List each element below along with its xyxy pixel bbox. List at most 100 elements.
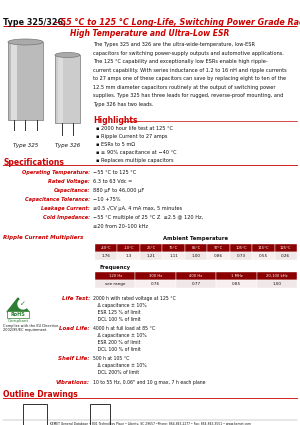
Bar: [274, 252, 297, 260]
Text: ESR 200 % of limit: ESR 200 % of limit: [93, 340, 140, 345]
Bar: [135, 280, 176, 288]
Text: Shelf Life:: Shelf Life:: [58, 356, 90, 361]
Text: 0.86: 0.86: [214, 254, 223, 258]
Text: 115°C: 115°C: [257, 246, 269, 250]
Text: KEMET General Database • 801 Technology Place • Liberty, SC 29657 •Phone: 864-84: KEMET General Database • 801 Technology …: [50, 422, 250, 425]
Bar: [256, 272, 297, 280]
Text: 0.26: 0.26: [281, 254, 290, 258]
Text: Outline Drawings: Outline Drawings: [3, 390, 78, 399]
Text: 400 Hz: 400 Hz: [189, 274, 203, 278]
Text: The Types 325 and 326 are the ultra-wide-temperature, low-ESR: The Types 325 and 326 are the ultra-wide…: [93, 42, 255, 47]
Text: 4000 h at full load at 85 °C: 4000 h at full load at 85 °C: [93, 326, 155, 331]
Text: Type 326: Type 326: [55, 142, 80, 147]
Text: ESR 125 % of limit: ESR 125 % of limit: [93, 310, 140, 315]
Text: 1.00: 1.00: [191, 254, 200, 258]
Text: Capacitance Tolerance:: Capacitance Tolerance:: [25, 197, 90, 202]
Text: RoHS: RoHS: [11, 312, 26, 317]
Text: 85°C: 85°C: [191, 246, 201, 250]
Text: 97°C: 97°C: [214, 246, 223, 250]
Text: 0.77: 0.77: [191, 282, 201, 286]
Text: Highlights: Highlights: [93, 116, 137, 125]
Text: 1.00: 1.00: [272, 282, 281, 286]
Text: 500 h at 105 °C: 500 h at 105 °C: [93, 356, 129, 361]
Bar: [95, 280, 135, 288]
Bar: [176, 280, 216, 288]
Text: Δ capacitance ± 10%: Δ capacitance ± 10%: [93, 303, 147, 308]
Bar: [185, 252, 207, 260]
Text: 125°C: 125°C: [280, 246, 292, 250]
Text: ≤20 from 20–100 kHz: ≤20 from 20–100 kHz: [93, 224, 148, 229]
Bar: [95, 252, 117, 260]
Text: 0.73: 0.73: [236, 254, 245, 258]
Text: Type 325/326,: Type 325/326,: [3, 17, 66, 26]
Text: 1 MHz: 1 MHz: [230, 274, 242, 278]
Circle shape: [18, 299, 28, 309]
Bar: [230, 252, 252, 260]
Text: Type 325: Type 325: [13, 142, 38, 147]
Text: ≤0.5 √CV μA, 4 mA max, 5 minutes: ≤0.5 √CV μA, 4 mA max, 5 minutes: [93, 206, 182, 211]
Bar: [230, 244, 252, 252]
Text: to 27 amps one of these capacitors can save by replacing eight to ten of the: to 27 amps one of these capacitors can s…: [93, 76, 286, 81]
Text: 300 Hz: 300 Hz: [149, 274, 162, 278]
Text: 20-100 kHz: 20-100 kHz: [266, 274, 288, 278]
Text: Type 326 has two leads.: Type 326 has two leads.: [93, 102, 153, 107]
Bar: [55, 55, 80, 123]
Text: 2002/95/EC requirement: 2002/95/EC requirement: [3, 328, 46, 332]
Text: ▪ Ripple Current to 27 amps: ▪ Ripple Current to 27 amps: [96, 134, 167, 139]
Bar: [140, 244, 162, 252]
Ellipse shape: [8, 39, 43, 45]
Bar: [95, 272, 135, 280]
Text: Cold Impedance:: Cold Impedance:: [43, 215, 90, 220]
Bar: [207, 252, 230, 260]
Bar: [207, 244, 230, 252]
Bar: [216, 280, 256, 288]
Text: 25°C: 25°C: [146, 246, 156, 250]
Text: Ambient Temperature: Ambient Temperature: [164, 236, 229, 241]
Text: Ripple Current Multipliers: Ripple Current Multipliers: [3, 235, 83, 240]
Bar: [162, 244, 185, 252]
Text: 120 Hz: 120 Hz: [109, 274, 122, 278]
Text: ▪ Replaces multiple capacitors: ▪ Replaces multiple capacitors: [96, 158, 173, 163]
Text: Frequency: Frequency: [99, 265, 130, 270]
Text: Δ capacitance ± 10%: Δ capacitance ± 10%: [93, 333, 147, 338]
Text: DCL 100 % of limit: DCL 100 % of limit: [93, 317, 141, 322]
Bar: [135, 272, 176, 280]
Text: Vibrations:: Vibrations:: [56, 380, 90, 385]
Bar: [23, 404, 47, 425]
Text: 1.21: 1.21: [147, 254, 155, 258]
Text: 12.5 mm diameter capacitors routinely at the output of switching power: 12.5 mm diameter capacitors routinely at…: [93, 85, 275, 90]
Bar: [274, 244, 297, 252]
Text: Load Life:: Load Life:: [59, 326, 90, 331]
Text: 1.11: 1.11: [169, 254, 178, 258]
Text: 0.85: 0.85: [232, 282, 241, 286]
Text: 0.55: 0.55: [259, 254, 268, 258]
Text: Δ capacitance ± 10%: Δ capacitance ± 10%: [93, 363, 147, 368]
Text: 75°C: 75°C: [169, 246, 178, 250]
Bar: [8, 42, 43, 120]
Text: -10°C: -10°C: [123, 246, 134, 250]
Bar: [58, 55, 63, 123]
Text: Operating Temperature:: Operating Temperature:: [22, 170, 90, 175]
Text: 1.3: 1.3: [125, 254, 132, 258]
Text: −55 °C to 125 °C Long-Life, Switching Power Grade Radial: −55 °C to 125 °C Long-Life, Switching Po…: [51, 17, 300, 26]
Text: −55 °C to 125 °C: −55 °C to 125 °C: [93, 170, 136, 175]
Text: 10 to 55 Hz, 0.06" and 10 g max, 7 h each plane: 10 to 55 Hz, 0.06" and 10 g max, 7 h eac…: [93, 380, 206, 385]
Ellipse shape: [55, 53, 80, 57]
Text: Specifications: Specifications: [3, 158, 64, 167]
Text: Life Test:: Life Test:: [62, 296, 90, 301]
Bar: [252, 252, 274, 260]
Text: High Temperature and Ultra-Low ESR: High Temperature and Ultra-Low ESR: [70, 28, 230, 37]
Text: The 125 °C capability and exceptionally low ESRs enable high ripple-: The 125 °C capability and exceptionally …: [93, 59, 268, 64]
Bar: [140, 252, 162, 260]
Text: -40°C: -40°C: [101, 246, 112, 250]
Text: Complies with the EU Directive: Complies with the EU Directive: [3, 324, 58, 328]
Text: DCL 100 % of limit: DCL 100 % of limit: [93, 347, 141, 352]
Text: −55 °C multiple of 25 °C Z  ≤2.5 @ 120 Hz,: −55 °C multiple of 25 °C Z ≤2.5 @ 120 Hz…: [93, 215, 203, 220]
Bar: [216, 272, 256, 280]
Text: 0.76: 0.76: [151, 282, 160, 286]
Text: see range: see range: [105, 282, 125, 286]
Bar: [252, 244, 274, 252]
Text: 1.76: 1.76: [102, 254, 111, 258]
Bar: [11, 42, 17, 120]
Text: 6.3 to 63 Vdc =: 6.3 to 63 Vdc =: [93, 179, 132, 184]
